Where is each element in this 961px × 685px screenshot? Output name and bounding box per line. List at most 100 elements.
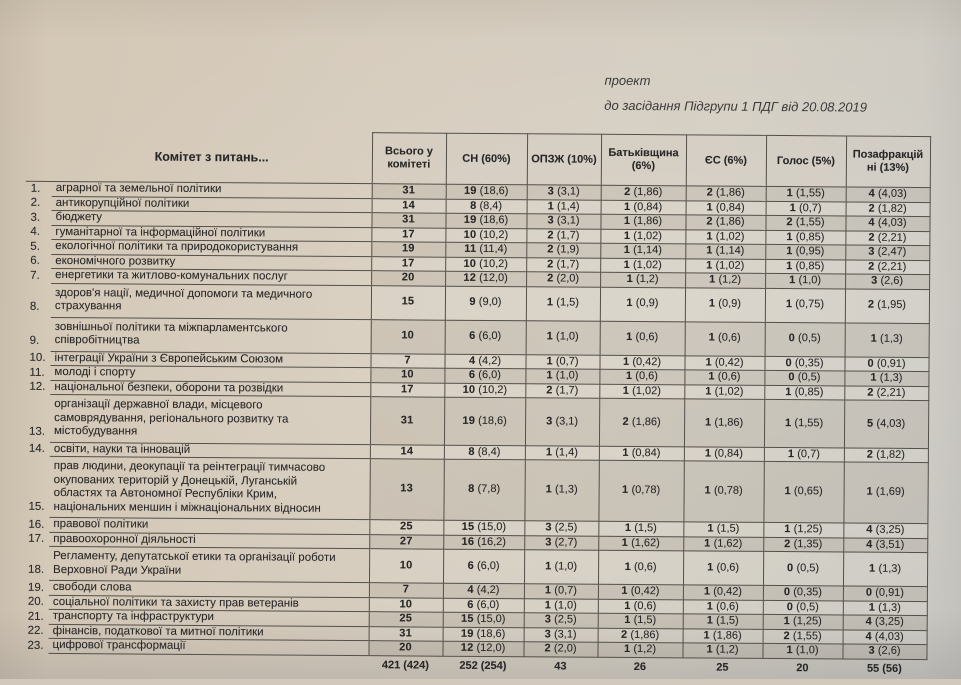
- value-cell: 1 (1,0): [523, 598, 598, 614]
- column-header: Всього у комітеті: [371, 132, 447, 185]
- value-cell: 10: [368, 597, 443, 613]
- value-cell: 2 (1,35): [763, 536, 844, 552]
- value-cell: 19 (18,6): [442, 626, 524, 642]
- value-cell: 6 (6,0): [442, 549, 525, 584]
- value-cell: 4 (4,2): [444, 353, 526, 369]
- value-cell: 1 (1,3): [844, 370, 929, 387]
- value-cell: 0 (0,91): [844, 356, 929, 372]
- value-cell: 1 (1,3): [842, 600, 927, 616]
- value-cell: 0 (0,91): [842, 585, 927, 602]
- value-cell: 1 (1,02): [684, 384, 765, 400]
- value-cell: 1 (1,14): [685, 243, 766, 259]
- committee-name: інтеграції України з Європейським Союзом: [50, 350, 371, 368]
- value-cell: 20: [368, 640, 443, 656]
- row-number: 22.: [27, 624, 44, 637]
- value-cell: 3 (2,5): [524, 520, 599, 536]
- committees-table: Комітет з питань... Всього у комітеті СН …: [22, 130, 931, 675]
- committee-name: гуманітарної та інформаційної політики: [51, 224, 372, 242]
- value-cell: 25: [368, 611, 443, 627]
- committee-name: прав людини, деокупації та реінтеграції …: [49, 456, 370, 520]
- value-cell: 3 (3,1): [526, 184, 601, 200]
- value-cell: 4 (3,25): [843, 522, 928, 539]
- value-cell: 1 (1,0): [525, 368, 600, 384]
- total-cell: 20: [796, 661, 809, 674]
- value-cell: 1 (1,69): [843, 461, 928, 524]
- total-cell: 55 (56): [866, 662, 902, 675]
- value-cell: 2 (1,55): [762, 628, 843, 644]
- value-cell: 1 (1,0): [523, 549, 599, 585]
- value-cell: 1 (0,78): [598, 460, 684, 522]
- doc-note-line1: проект: [604, 72, 651, 89]
- value-cell: 1 (0,42): [599, 354, 685, 370]
- value-cell: 1 (0,6): [597, 598, 683, 614]
- value-cell: 1 (1,5): [597, 613, 683, 629]
- value-cell: 1 (1,3): [842, 551, 928, 587]
- value-cell: 2 (1,86): [685, 214, 766, 230]
- value-cell: 1 (1,4): [526, 199, 601, 215]
- committee-name: енергетики та житлово-комунальних послуг: [51, 268, 372, 286]
- value-cell: 10: [368, 548, 444, 584]
- value-cell: 19 (18,6): [445, 184, 527, 200]
- value-cell: 12 (12,0): [445, 271, 527, 287]
- value-cell: 1 (0,7): [763, 446, 844, 462]
- value-cell: 7: [368, 582, 443, 598]
- row-number: 2.: [30, 196, 41, 209]
- value-cell: 31: [371, 183, 446, 199]
- value-cell: 3 (3,1): [524, 397, 600, 446]
- value-cell: 2 (2,0): [526, 271, 601, 287]
- value-cell: 1 (1,0): [762, 643, 843, 659]
- row-number: 13.: [28, 425, 46, 438]
- row-number: 4.: [30, 225, 41, 238]
- value-cell: 1 (0,9): [684, 287, 766, 322]
- value-cell: 2 (1,86): [597, 627, 683, 643]
- value-cell: 0 (0,5): [764, 370, 845, 386]
- value-cell: 1 (1,25): [763, 522, 844, 538]
- row-number: 15.: [28, 500, 45, 513]
- committee-name: економічного розвитку: [51, 253, 372, 271]
- row-number: 20.: [27, 595, 44, 608]
- total-cell: 26: [633, 660, 647, 673]
- value-cell: 1 (1,86): [600, 214, 686, 230]
- value-cell: 3 (2,7): [524, 535, 599, 551]
- totals-gutter-spacer: [22, 653, 48, 669]
- value-cell: 6 (6,0): [444, 319, 526, 355]
- value-cell: 1 (1,14): [600, 243, 686, 259]
- value-cell: 5 (4,03): [843, 399, 929, 449]
- committee-row: 13. організації державної влади, місцевог…: [24, 394, 929, 449]
- value-cell: 2 (1,7): [526, 228, 601, 244]
- row-number: 17.: [28, 532, 45, 545]
- value-cell: 1 (0,75): [764, 287, 846, 323]
- row-number: 8.: [29, 300, 40, 313]
- value-cell: 31: [371, 212, 446, 228]
- value-cell: 25: [369, 519, 444, 535]
- value-cell: 1 (1,02): [600, 257, 686, 273]
- value-cell: 2 (2,21): [845, 259, 930, 275]
- committee-name: свободи слова: [48, 580, 369, 598]
- value-cell: 1 (0,7): [765, 200, 846, 216]
- value-cell: 0 (0,5): [762, 551, 844, 586]
- value-cell: 1 (1,5): [525, 286, 601, 321]
- committee-name: національної безпеки, оборони та розвідк…: [50, 379, 371, 397]
- value-cell: 0 (0,35): [762, 585, 843, 601]
- value-cell: 2 (1,9): [526, 242, 601, 258]
- value-cell: 1 (1,62): [683, 536, 764, 552]
- column-header: Батьківщина (6%): [600, 134, 687, 186]
- value-cell: 1 (1,02): [685, 229, 766, 245]
- value-cell: 20: [371, 270, 446, 286]
- committee-name: антикорупційної політики: [51, 195, 372, 213]
- committee-column-header: Комітет з питань...: [51, 130, 373, 184]
- value-cell: 2 (2,0): [523, 641, 598, 657]
- value-cell: 17: [371, 256, 446, 272]
- value-cell: 1 (0,42): [684, 355, 765, 371]
- value-cell: 1 (1,3): [524, 459, 599, 522]
- row-number: 16.: [28, 518, 45, 531]
- value-cell: 1 (0,65): [763, 461, 844, 523]
- value-cell: 4 (3,51): [843, 537, 928, 553]
- value-cell: 1 (1,55): [763, 399, 845, 448]
- doc-note: проект до засідання Підгрупи 1 ПДГ від 2…: [604, 68, 867, 120]
- value-cell: 15: [370, 285, 446, 320]
- value-cell: 1 (1,5): [682, 613, 763, 629]
- value-cell: 1 (0,7): [523, 583, 598, 599]
- row-number: 12.: [29, 380, 46, 393]
